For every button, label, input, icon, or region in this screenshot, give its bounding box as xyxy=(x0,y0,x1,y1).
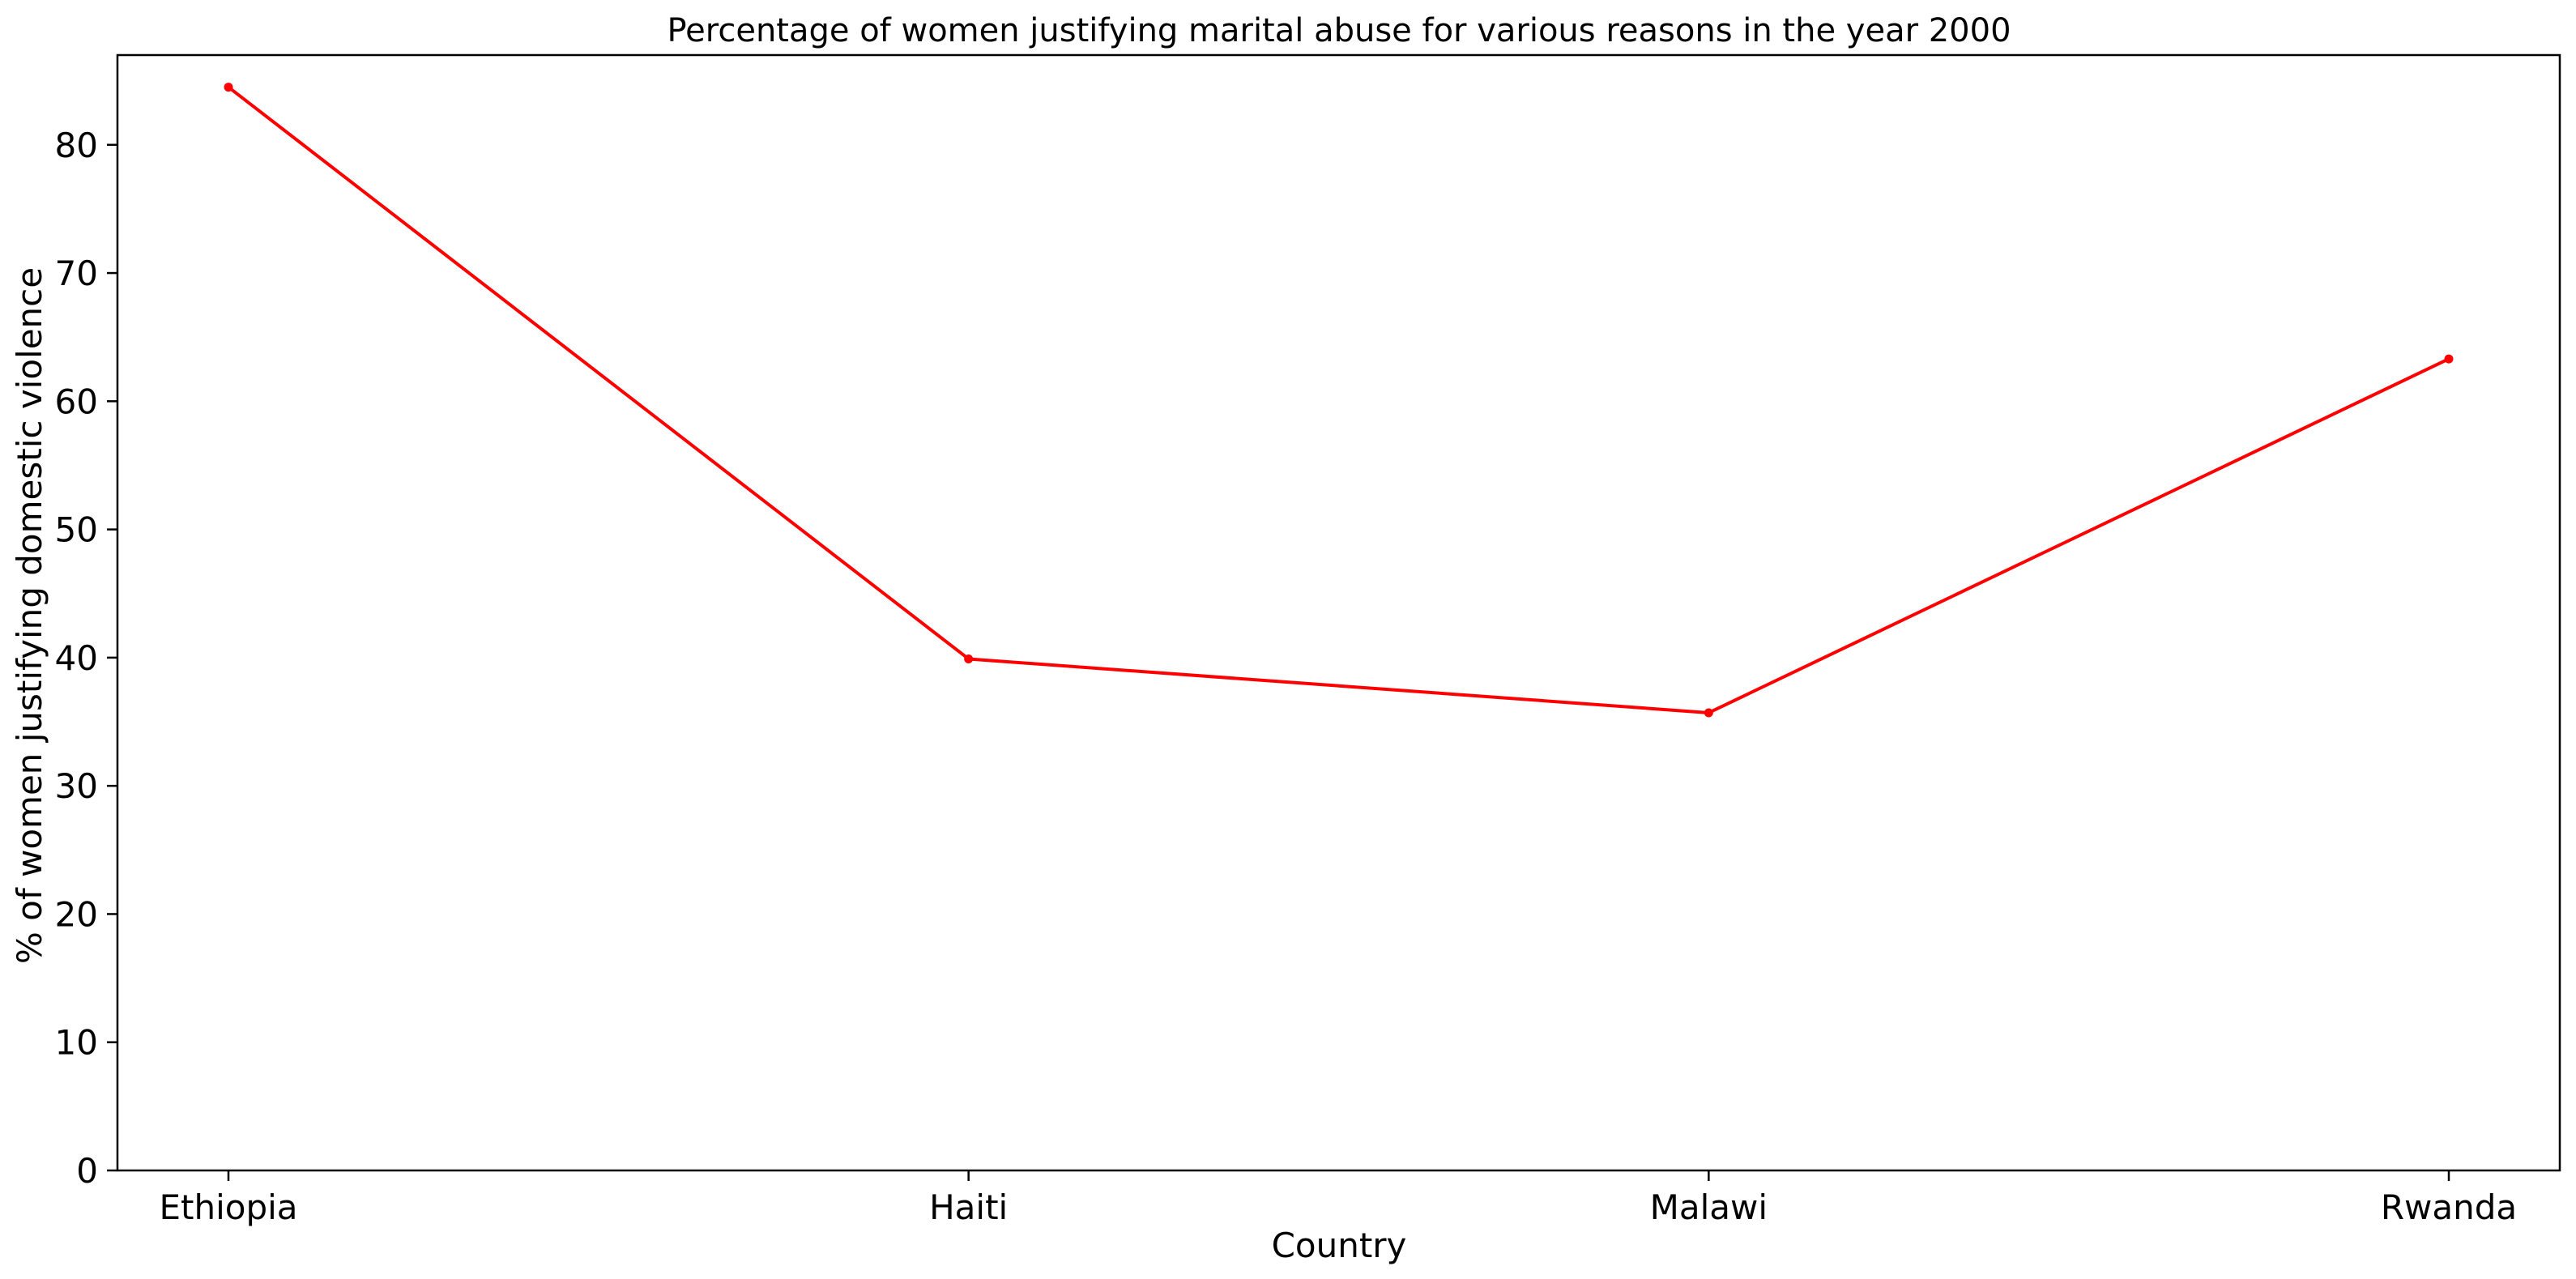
y-tick-label: 60 xyxy=(55,382,98,421)
y-tick-label: 0 xyxy=(76,1151,98,1191)
x-tick-label: Malawi xyxy=(1650,1187,1768,1227)
x-axis-ticks: Ethiopia Haiti Malawi Rwanda xyxy=(159,1170,2517,1227)
data-point xyxy=(2444,354,2454,364)
y-tick-label: 20 xyxy=(55,894,98,934)
data-point xyxy=(1704,708,1713,718)
plot-area-frame xyxy=(116,53,2561,1172)
data-points xyxy=(224,83,2454,718)
y-tick-label: 80 xyxy=(55,126,98,165)
x-tick-label: Ethiopia xyxy=(159,1187,297,1227)
x-axis-label: Country xyxy=(1272,1226,1407,1265)
y-tick-label: 30 xyxy=(55,766,98,806)
series-line xyxy=(227,85,2450,714)
y-tick-label: 50 xyxy=(55,510,98,550)
y-axis-label: % of women justifying domestic violence xyxy=(10,267,49,964)
y-tick-label: 70 xyxy=(55,254,98,293)
y-tick-label: 40 xyxy=(55,638,98,678)
y-axis-ticks: 0 10 20 30 40 50 60 70 80 xyxy=(55,126,117,1191)
chart-title: Percentage of women justifying marital a… xyxy=(667,12,2011,49)
y-tick-label: 10 xyxy=(55,1023,98,1063)
x-tick-label: Haiti xyxy=(929,1187,1008,1227)
x-tick-label: Rwanda xyxy=(2381,1187,2517,1227)
data-point xyxy=(964,654,974,663)
data-point xyxy=(224,83,233,92)
